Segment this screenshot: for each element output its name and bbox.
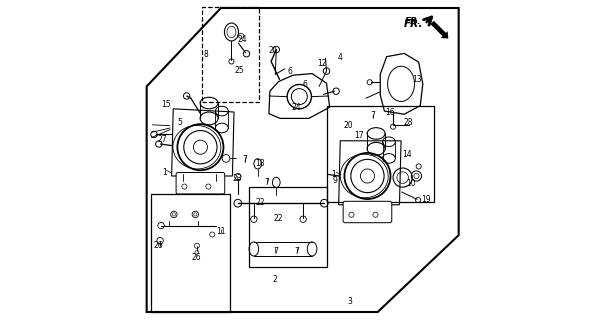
FancyArrow shape [430, 21, 448, 39]
Text: 7: 7 [264, 178, 269, 187]
FancyBboxPatch shape [176, 172, 224, 194]
Text: 20: 20 [343, 121, 353, 130]
Text: 18: 18 [255, 159, 265, 168]
Bar [327, 106, 434, 202]
Text: 16: 16 [386, 108, 395, 117]
Text: 19: 19 [421, 196, 431, 204]
Text: 24: 24 [292, 103, 301, 112]
Bar [201, 7, 260, 102]
Text: 8: 8 [203, 50, 208, 59]
Text: 26: 26 [191, 253, 201, 262]
Bar [151, 194, 229, 312]
Text: 3: 3 [347, 297, 352, 306]
Text: 6: 6 [288, 68, 293, 76]
Text: 2: 2 [273, 276, 278, 284]
Text: 6: 6 [302, 80, 307, 89]
Text: 13: 13 [412, 75, 422, 84]
Text: 9: 9 [332, 176, 337, 185]
Text: 14: 14 [403, 150, 412, 159]
Text: 5: 5 [178, 118, 183, 127]
Text: FR.: FR. [404, 19, 423, 29]
Text: 25: 25 [234, 66, 244, 75]
Text: 10: 10 [406, 180, 416, 188]
Text: 24: 24 [238, 35, 247, 44]
Text: 7: 7 [273, 247, 278, 256]
Text: 15: 15 [162, 100, 171, 109]
Text: 26: 26 [153, 241, 163, 250]
Bar [249, 187, 327, 267]
Text: 12: 12 [318, 60, 327, 68]
Text: 27: 27 [157, 135, 167, 144]
Text: 21: 21 [268, 46, 278, 55]
Text: 7: 7 [243, 156, 247, 164]
Text: 22: 22 [273, 214, 283, 223]
Text: 1: 1 [332, 170, 336, 179]
Text: 7: 7 [294, 247, 299, 256]
Text: 22: 22 [255, 198, 265, 207]
Text: 1: 1 [162, 168, 166, 177]
Text: 28: 28 [404, 118, 413, 127]
Text: 11: 11 [216, 227, 226, 236]
Text: 4: 4 [338, 53, 342, 62]
Text: 7: 7 [370, 111, 375, 120]
FancyBboxPatch shape [343, 201, 392, 223]
Text: FR.: FR. [404, 17, 421, 26]
Text: 23: 23 [232, 174, 242, 183]
Text: 17: 17 [355, 131, 364, 140]
